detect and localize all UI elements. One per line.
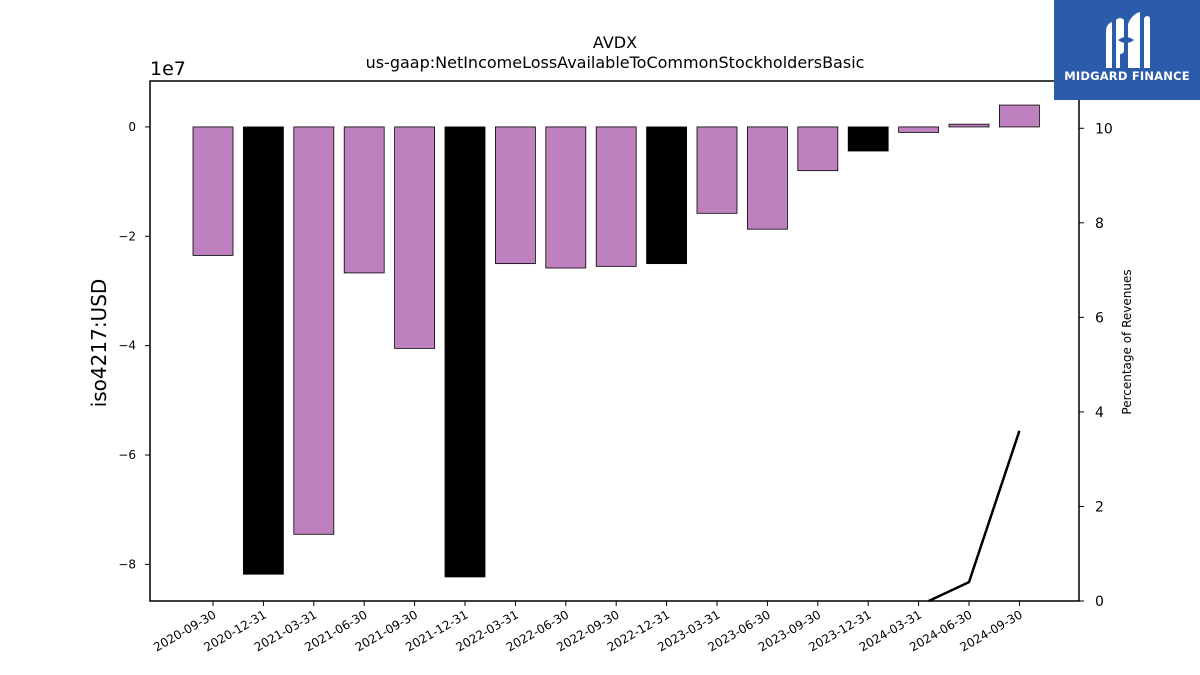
y2-tick-label: 6 — [1095, 310, 1104, 326]
bar-2022-12-31 — [646, 126, 687, 265]
y-offset-label: 1e7 — [150, 58, 186, 80]
bars-group — [192, 104, 1040, 578]
bar-2022-06-30 — [545, 126, 587, 269]
bar-2023-12-31 — [847, 126, 889, 152]
y2-tick-label: 10 — [1095, 121, 1113, 137]
bar-2021-12-31 — [444, 126, 486, 578]
logo: MIDGARD FINANCE — [1054, 0, 1200, 100]
bar-2024-09-30 — [999, 104, 1040, 128]
y-axis-label: iso4217:USD — [87, 279, 111, 408]
y2-tick-label: 2 — [1095, 499, 1104, 515]
plot-frame — [149, 80, 1080, 602]
y-tick-label: 0 — [128, 120, 136, 134]
percentage-line — [928, 430, 1021, 603]
chart-subtitle: us-gaap:NetIncomeLossAvailableToCommonSt… — [366, 53, 865, 72]
y2-tick-label: 8 — [1095, 216, 1104, 232]
y-tick-label: −4 — [118, 339, 136, 353]
logo-text: MIDGARD FINANCE — [1064, 69, 1190, 83]
bar-2024-03-31 — [898, 126, 939, 133]
y2-axis-ticks: 0 2 4 6 8 10 — [1079, 121, 1113, 610]
bar-2020-09-30 — [192, 126, 234, 256]
line-group — [928, 430, 1021, 603]
y-tick-label: −8 — [118, 557, 136, 571]
bar-2022-09-30 — [595, 126, 637, 267]
x-axis-ticks: 2020-09-302020-12-312021-03-312021-06-30… — [151, 601, 1025, 654]
y2-axis-label: Percentage of Revenues — [1120, 269, 1134, 414]
y-tick-label: −6 — [118, 448, 136, 462]
bar-2022-03-31 — [494, 126, 536, 265]
chart-title: AVDX — [593, 33, 637, 52]
bar-2021-09-30 — [394, 126, 436, 349]
y-axis-ticks: 0 −2 −4 −6 −8 — [118, 120, 150, 571]
midgard-m-logo-icon — [1106, 12, 1150, 68]
bar-2020-12-31 — [242, 126, 284, 575]
bar-2023-06-30 — [747, 126, 788, 230]
bar-2023-03-31 — [696, 126, 738, 214]
y2-tick-label: 0 — [1095, 594, 1104, 610]
bar-2021-03-31 — [293, 126, 335, 535]
bar-2023-09-30 — [797, 126, 839, 172]
bar-2021-06-30 — [343, 126, 385, 274]
y-tick-label: −2 — [118, 229, 136, 243]
y2-tick-label: 4 — [1095, 405, 1104, 421]
bar-2024-06-30 — [948, 123, 990, 128]
